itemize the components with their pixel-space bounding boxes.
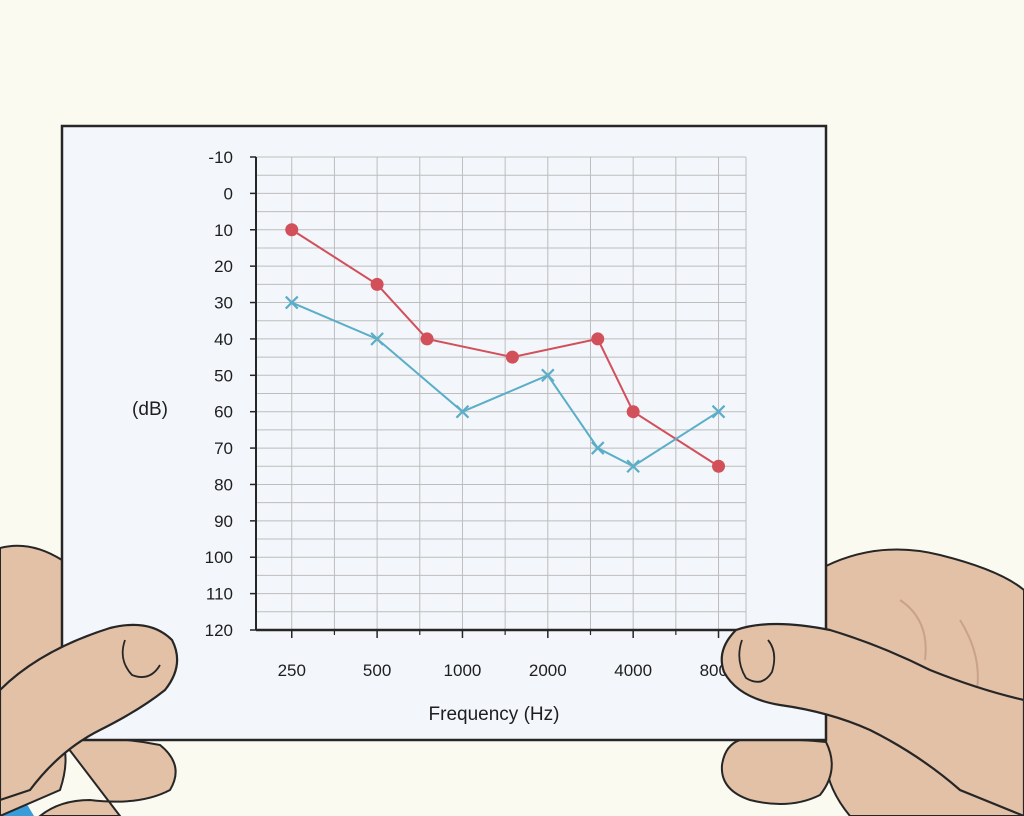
y-tick-label: 100 xyxy=(205,548,233,567)
data-point-x xyxy=(455,404,470,419)
right-hand-fingers xyxy=(720,738,833,805)
data-point-circle xyxy=(712,459,726,473)
data-point-circle xyxy=(370,277,384,291)
x-tick-label: 2000 xyxy=(529,661,567,680)
y-tick-label: 60 xyxy=(214,403,233,422)
y-tick-label: 70 xyxy=(214,439,233,458)
data-point-circle xyxy=(591,332,605,346)
audiogram-card xyxy=(60,124,828,742)
data-point-circle xyxy=(420,332,434,346)
data-point-circle xyxy=(626,405,640,419)
y-tick-label: 110 xyxy=(206,585,233,604)
data-point-x xyxy=(284,295,299,310)
y-tick-label: 40 xyxy=(214,330,233,349)
x-axis-label: Frequency (Hz) xyxy=(429,704,560,725)
data-point-x xyxy=(541,368,555,383)
y-tick-label: 120 xyxy=(205,621,233,640)
data-point-circle xyxy=(505,350,519,364)
thumbs xyxy=(0,622,1024,816)
axes xyxy=(250,156,746,638)
right-thumbnail xyxy=(738,639,776,683)
series-layer xyxy=(284,223,726,474)
y-tick-label: -10 xyxy=(208,148,233,167)
data-point-x xyxy=(626,459,640,474)
audiogram-plot: -10 0 10 20 30 40 50 60 70 80 90 100 110 120 250 500 10… xyxy=(132,148,747,725)
y-tick-label: 50 xyxy=(214,366,233,385)
data-point-x xyxy=(370,332,384,346)
x-tick-label: 1000 xyxy=(444,661,482,680)
y-tick-label: 10 xyxy=(214,221,233,240)
y-tick-label: 80 xyxy=(214,475,233,494)
y-tick-label: 90 xyxy=(214,512,233,531)
grid-horizontal xyxy=(256,156,746,631)
y-tick-labels: -10 0 10 20 30 40 50 60 70 80 90 100 110 120 xyxy=(205,148,233,640)
data-point-circle xyxy=(285,223,299,237)
x-tick-label: 250 xyxy=(278,661,306,680)
y-tick-label: 20 xyxy=(214,257,233,276)
right-thumb xyxy=(720,622,1024,816)
x-tick-label: 500 xyxy=(363,661,391,680)
data-point-x xyxy=(590,441,605,455)
y-axis-label: (dB) xyxy=(132,399,168,420)
x-tick-label: 4000 xyxy=(614,661,652,680)
left-thumb xyxy=(0,623,179,802)
data-point-x xyxy=(711,404,726,419)
y-tick-label: 0 xyxy=(224,184,233,203)
y-tick-label: 30 xyxy=(214,294,233,313)
left-thumbnail xyxy=(121,639,161,678)
x-tick-labels: 250 500 1000 2000 4000 8000 xyxy=(278,661,738,680)
